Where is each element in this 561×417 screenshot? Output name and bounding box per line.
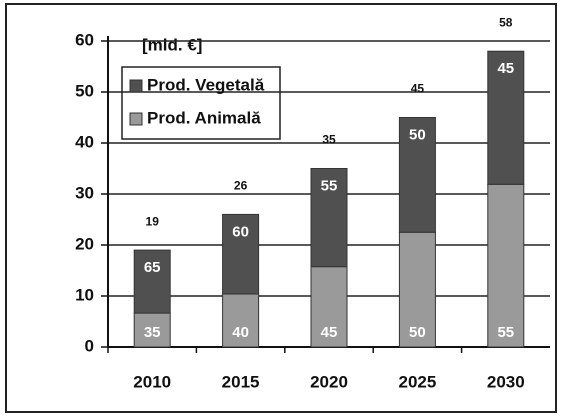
total-label: 19	[146, 214, 160, 228]
legend-label: Prod. Vegetală	[147, 75, 265, 94]
bar-segment	[487, 183, 525, 348]
total-label: 58	[499, 15, 513, 29]
segment-label: 35	[144, 324, 161, 341]
y-tick-label: 60	[75, 30, 94, 49]
segment-label: 60	[232, 223, 249, 240]
legend-label: Prod. Animală	[147, 108, 261, 127]
bar-segment	[398, 117, 436, 233]
legend-swatch	[129, 112, 143, 126]
y-tick-label: 10	[75, 285, 94, 304]
bar-segment	[310, 266, 348, 348]
segment-label: 50	[409, 126, 426, 143]
total-label: 26	[234, 179, 248, 193]
legend-swatch	[129, 79, 143, 93]
segment-label: 45	[497, 60, 514, 77]
segment-label: 55	[321, 177, 338, 194]
bar-segment	[222, 293, 260, 348]
frame	[5, 3, 557, 413]
bar-segment	[398, 231, 436, 348]
segment-label: 45	[321, 324, 338, 341]
segment-label: 55	[497, 324, 514, 341]
x-tick-label: 2015	[222, 372, 260, 391]
bar-segment	[133, 249, 171, 314]
legend	[121, 66, 281, 140]
x-tick-label: 2020	[310, 372, 348, 391]
total-label: 35	[322, 133, 336, 147]
x-tick-label: 2025	[398, 372, 436, 391]
chart-title: [mld. €]	[142, 35, 202, 54]
y-tick-label: 30	[75, 183, 94, 202]
x-tick-label: 2030	[487, 372, 525, 391]
bar-segment	[310, 168, 348, 268]
y-tick-label: 40	[75, 132, 94, 151]
x-tick-label: 2010	[133, 372, 171, 391]
bar-segment	[222, 213, 260, 295]
y-tick-label: 20	[75, 234, 94, 253]
segment-label: 40	[232, 324, 249, 341]
segment-label: 65	[144, 259, 161, 276]
total-label: 45	[411, 82, 425, 96]
y-tick-label: 0	[85, 336, 94, 355]
y-tick-label: 50	[75, 81, 94, 100]
segment-label: 50	[409, 324, 426, 341]
bar-segment	[487, 50, 525, 185]
